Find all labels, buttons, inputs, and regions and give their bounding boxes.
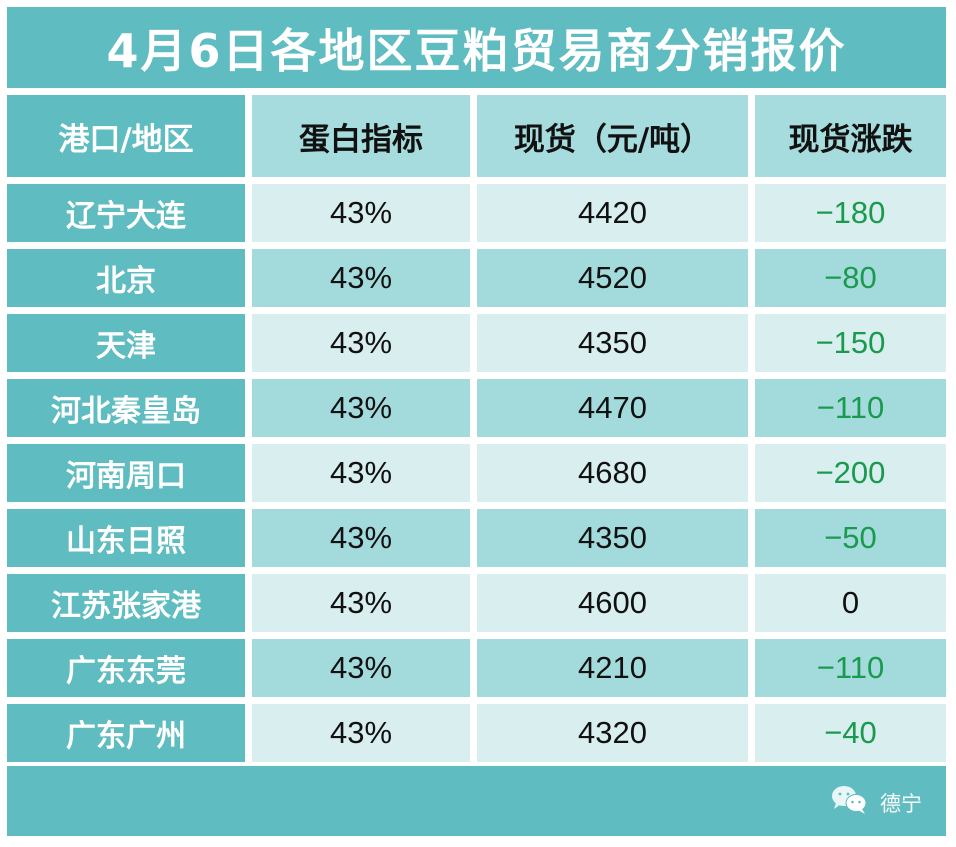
protein-cell: 43% (252, 574, 470, 632)
table-row: 天津 43% 4350 −150 (7, 314, 946, 372)
page-title: 4月6日各地区豆粕贸易商分销报价 (7, 7, 946, 88)
change-cell: −80 (755, 249, 946, 307)
brand-label: 德宁 (880, 791, 922, 816)
price-cell: 4520 (477, 249, 748, 307)
protein-cell: 43% (252, 379, 470, 437)
table-row: 广东广州 43% 4320 −40 (7, 704, 946, 762)
price-cell: 4350 (477, 314, 748, 372)
table-header-row: 港口/地区 蛋白指标 现货（元/吨） 现货涨跌 (7, 95, 946, 177)
price-cell: 4350 (477, 509, 748, 567)
price-cell: 4210 (477, 639, 748, 697)
protein-cell: 43% (252, 704, 470, 762)
footer-band: 德宁 (7, 766, 946, 836)
region-cell: 天津 (7, 314, 245, 372)
region-cell: 广东广州 (7, 704, 245, 762)
wechat-icon (830, 784, 870, 821)
change-cell: −200 (755, 444, 946, 502)
table-row: 江苏张家港 43% 4600 0 (7, 574, 946, 632)
change-cell: −110 (755, 639, 946, 697)
price-cell: 4320 (477, 704, 748, 762)
protein-cell: 43% (252, 509, 470, 567)
price-cell: 4470 (477, 379, 748, 437)
price-table: 港口/地区 蛋白指标 现货（元/吨） 现货涨跌 辽宁大连 43% 4420 −180 北… (7, 95, 946, 769)
protein-cell: 43% (252, 639, 470, 697)
region-cell: 江苏张家港 (7, 574, 245, 632)
table-row: 北京 43% 4520 −80 (7, 249, 946, 307)
change-cell: −150 (755, 314, 946, 372)
table-row: 河南周口 43% 4680 −200 (7, 444, 946, 502)
table-row: 辽宁大连 43% 4420 −180 (7, 184, 946, 242)
protein-cell: 43% (252, 249, 470, 307)
protein-cell: 43% (252, 444, 470, 502)
header-protein: 蛋白指标 (252, 95, 470, 177)
region-cell: 广东东莞 (7, 639, 245, 697)
table-row: 广东东莞 43% 4210 −110 (7, 639, 946, 697)
change-cell: −50 (755, 509, 946, 567)
region-cell: 北京 (7, 249, 245, 307)
change-cell: −180 (755, 184, 946, 242)
table-row: 山东日照 43% 4350 −50 (7, 509, 946, 567)
header-region: 港口/地区 (7, 95, 245, 177)
change-cell: 0 (755, 574, 946, 632)
price-cell: 4680 (477, 444, 748, 502)
header-price: 现货（元/吨） (477, 95, 748, 177)
brand: 德宁 (830, 784, 922, 821)
header-change: 现货涨跌 (755, 95, 946, 177)
price-cell: 4600 (477, 574, 748, 632)
region-cell: 辽宁大连 (7, 184, 245, 242)
region-cell: 山东日照 (7, 509, 245, 567)
protein-cell: 43% (252, 314, 470, 372)
protein-cell: 43% (252, 184, 470, 242)
region-cell: 河北秦皇岛 (7, 379, 245, 437)
change-cell: −110 (755, 379, 946, 437)
change-cell: −40 (755, 704, 946, 762)
region-cell: 河南周口 (7, 444, 245, 502)
price-cell: 4420 (477, 184, 748, 242)
table-row: 河北秦皇岛 43% 4470 −110 (7, 379, 946, 437)
